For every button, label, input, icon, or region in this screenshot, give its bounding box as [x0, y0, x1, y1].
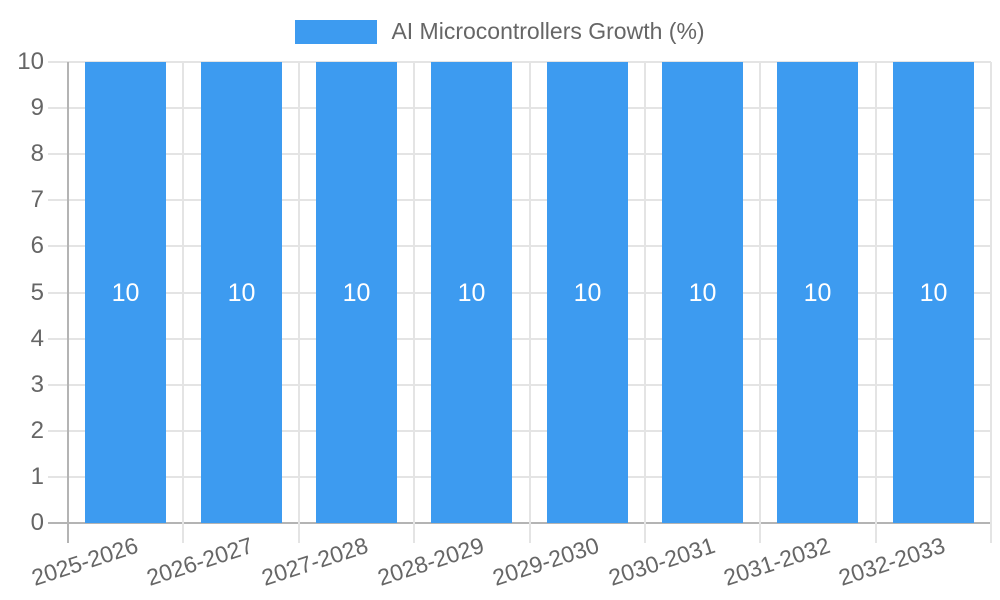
y-gridline [48, 245, 991, 247]
bar-2025-2026[interactable] [85, 62, 166, 523]
bar-value-label: 10 [688, 279, 717, 307]
bar-value-label: 10 [457, 279, 486, 307]
x-gridline [990, 62, 992, 543]
x-gridline [182, 62, 184, 543]
y-tick-label: 6 [30, 232, 44, 259]
bar-2028-2029[interactable] [431, 62, 512, 523]
y-tick-label: 1 [30, 463, 44, 490]
bar-2026-2027[interactable] [201, 62, 282, 523]
x-axis-baseline [48, 522, 991, 524]
x-gridline [413, 62, 415, 543]
x-tick-label: 2028-2029 [374, 532, 487, 591]
y-tick-label: 4 [30, 325, 44, 352]
y-tick-label: 9 [30, 94, 44, 121]
bar-2030-2031[interactable] [662, 62, 743, 523]
bar-2029-2030[interactable] [547, 62, 628, 523]
bar-2031-2032[interactable] [777, 62, 858, 523]
x-tick-label: 2025-2026 [28, 532, 141, 591]
y-gridline [48, 384, 991, 386]
y-gridline [48, 61, 991, 63]
y-tick-label: 7 [30, 186, 44, 213]
y-axis-line [67, 62, 69, 543]
x-tick-label: 2032-2033 [835, 532, 949, 591]
x-gridline [529, 62, 531, 543]
legend[interactable]: AI Microcontrollers Growth (%) [0, 18, 1000, 45]
y-gridline [48, 199, 991, 201]
x-tick-label: 2027-2028 [258, 532, 372, 591]
y-gridline [48, 476, 991, 478]
x-gridline [875, 62, 877, 543]
bar-value-label: 10 [227, 279, 256, 307]
bar-value-label: 10 [573, 279, 602, 307]
bar-2032-2033[interactable] [893, 62, 974, 523]
y-gridline [48, 338, 991, 340]
x-tick-label: 2031-2032 [720, 532, 833, 591]
legend-label[interactable]: AI Microcontrollers Growth (%) [391, 18, 705, 44]
y-tick-label: 2 [30, 417, 44, 444]
y-tick-label: 10 [17, 48, 44, 75]
x-tick-label: 2029-2030 [489, 532, 603, 591]
x-tick-label: 2026-2027 [143, 532, 257, 591]
x-gridline [759, 62, 761, 543]
legend-swatch-icon[interactable] [295, 19, 378, 44]
bar-value-label: 10 [803, 279, 832, 307]
y-gridline [48, 292, 991, 294]
y-tick-label: 8 [30, 140, 44, 167]
y-tick-label: 0 [30, 509, 44, 536]
y-tick-label: 3 [30, 371, 44, 398]
y-gridline [48, 107, 991, 109]
y-gridline [48, 430, 991, 432]
bar-value-label: 10 [919, 279, 948, 307]
bar-2027-2028[interactable] [316, 62, 397, 523]
x-tick-label: 2030-2031 [604, 532, 718, 591]
x-gridline [644, 62, 646, 543]
bar-value-label: 10 [342, 279, 371, 307]
x-gridline [298, 62, 300, 543]
y-gridline [48, 153, 991, 155]
bar-value-label: 10 [111, 279, 140, 307]
y-tick-label: 5 [30, 279, 44, 306]
